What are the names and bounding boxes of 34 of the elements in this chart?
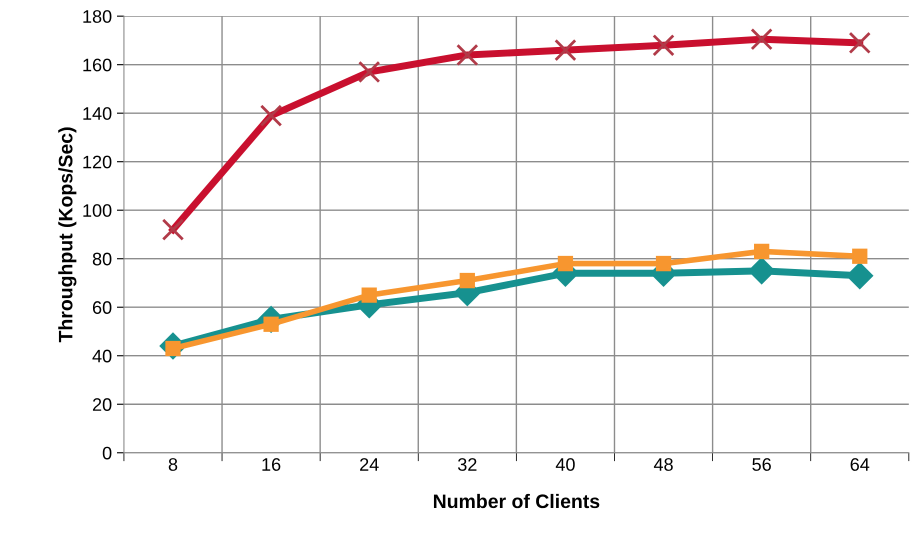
x-axis-title: Number of Clients [434,494,600,508]
y-tick-label: 0 [102,446,112,460]
x-tick-label: 32 [458,458,476,471]
x-tick-label: 64 [850,458,870,471]
y-tick-label: 60 [92,301,112,314]
point [652,34,675,56]
y-axis-title: Throughput (Kops/Sec) [58,127,76,342]
point [852,248,868,264]
x-tick-label: 24 [360,458,379,471]
x-tick-label: 56 [752,458,771,471]
y-tick-label: 120 [83,156,112,168]
x-tick-label: 16 [262,458,280,471]
point [162,218,184,241]
point [554,39,577,62]
point [456,44,478,66]
y-tick-label: 80 [92,252,112,266]
point [362,287,377,303]
point [750,28,773,50]
point [848,32,871,54]
point [460,272,475,288]
y-tick-label: 100 [83,204,112,217]
y-tick-label: 180 [83,10,112,23]
y-tick-label: 160 [83,58,112,72]
point [260,104,282,127]
point [558,256,574,272]
point [754,244,770,260]
point [656,256,672,272]
x-tick-label: 40 [556,458,575,471]
y-tick-label: 40 [92,350,112,362]
y-tick-label: 140 [83,107,112,120]
x-tick-label: 8 [168,458,178,471]
point [358,60,380,84]
x-tick-label: 48 [654,458,673,471]
y-tick-label: 20 [92,398,112,411]
